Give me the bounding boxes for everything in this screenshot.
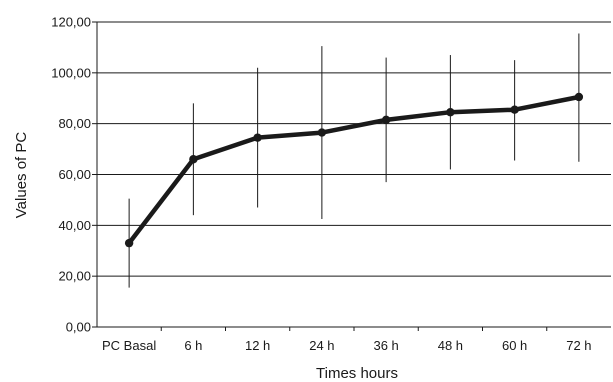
data-point — [124, 238, 134, 248]
grid-lines — [97, 21, 611, 277]
data-point — [253, 133, 262, 142]
x-tick-label: 72 h — [566, 338, 591, 353]
y-tick-label: 60,00 — [58, 167, 91, 182]
x-tick-label: 24 h — [309, 338, 334, 353]
data-point — [510, 105, 519, 114]
y-tick-label: 80,00 — [58, 116, 91, 131]
data-point — [189, 155, 198, 164]
x-tick-label: 36 h — [373, 338, 398, 353]
x-tick-label: PC Basal — [102, 338, 156, 353]
y-tick-label: 20,00 — [58, 269, 91, 284]
axes — [92, 21, 611, 331]
x-tick-label: 48 h — [438, 338, 463, 353]
series-line-path — [126, 94, 582, 246]
x-axis-tick-labels: PC Basal 6 h 12 h 24 h 36 h 48 h 60 h 72 h — [102, 338, 592, 353]
y-tick-label: 0,00 — [66, 320, 91, 335]
y-axis-title: Values of PC — [13, 132, 30, 219]
data-point — [446, 108, 455, 117]
data-point — [381, 115, 391, 125]
data-points — [124, 92, 584, 248]
x-tick-label: 12 h — [245, 338, 270, 353]
y-tick-label: 120,00 — [51, 15, 91, 30]
x-tick-label: 60 h — [502, 338, 527, 353]
data-point — [317, 128, 327, 137]
series-line — [126, 94, 582, 246]
x-axis-title: Times hours — [316, 365, 398, 382]
data-point — [574, 92, 584, 102]
y-tick-label: 100,00 — [51, 65, 91, 80]
x-tick-label: 6 h — [184, 338, 202, 353]
y-axis-tick-labels: 0,00 20,00 40,00 60,00 80,00 100,00 120,00 — [51, 15, 91, 335]
y-tick-label: 40,00 — [58, 218, 91, 233]
